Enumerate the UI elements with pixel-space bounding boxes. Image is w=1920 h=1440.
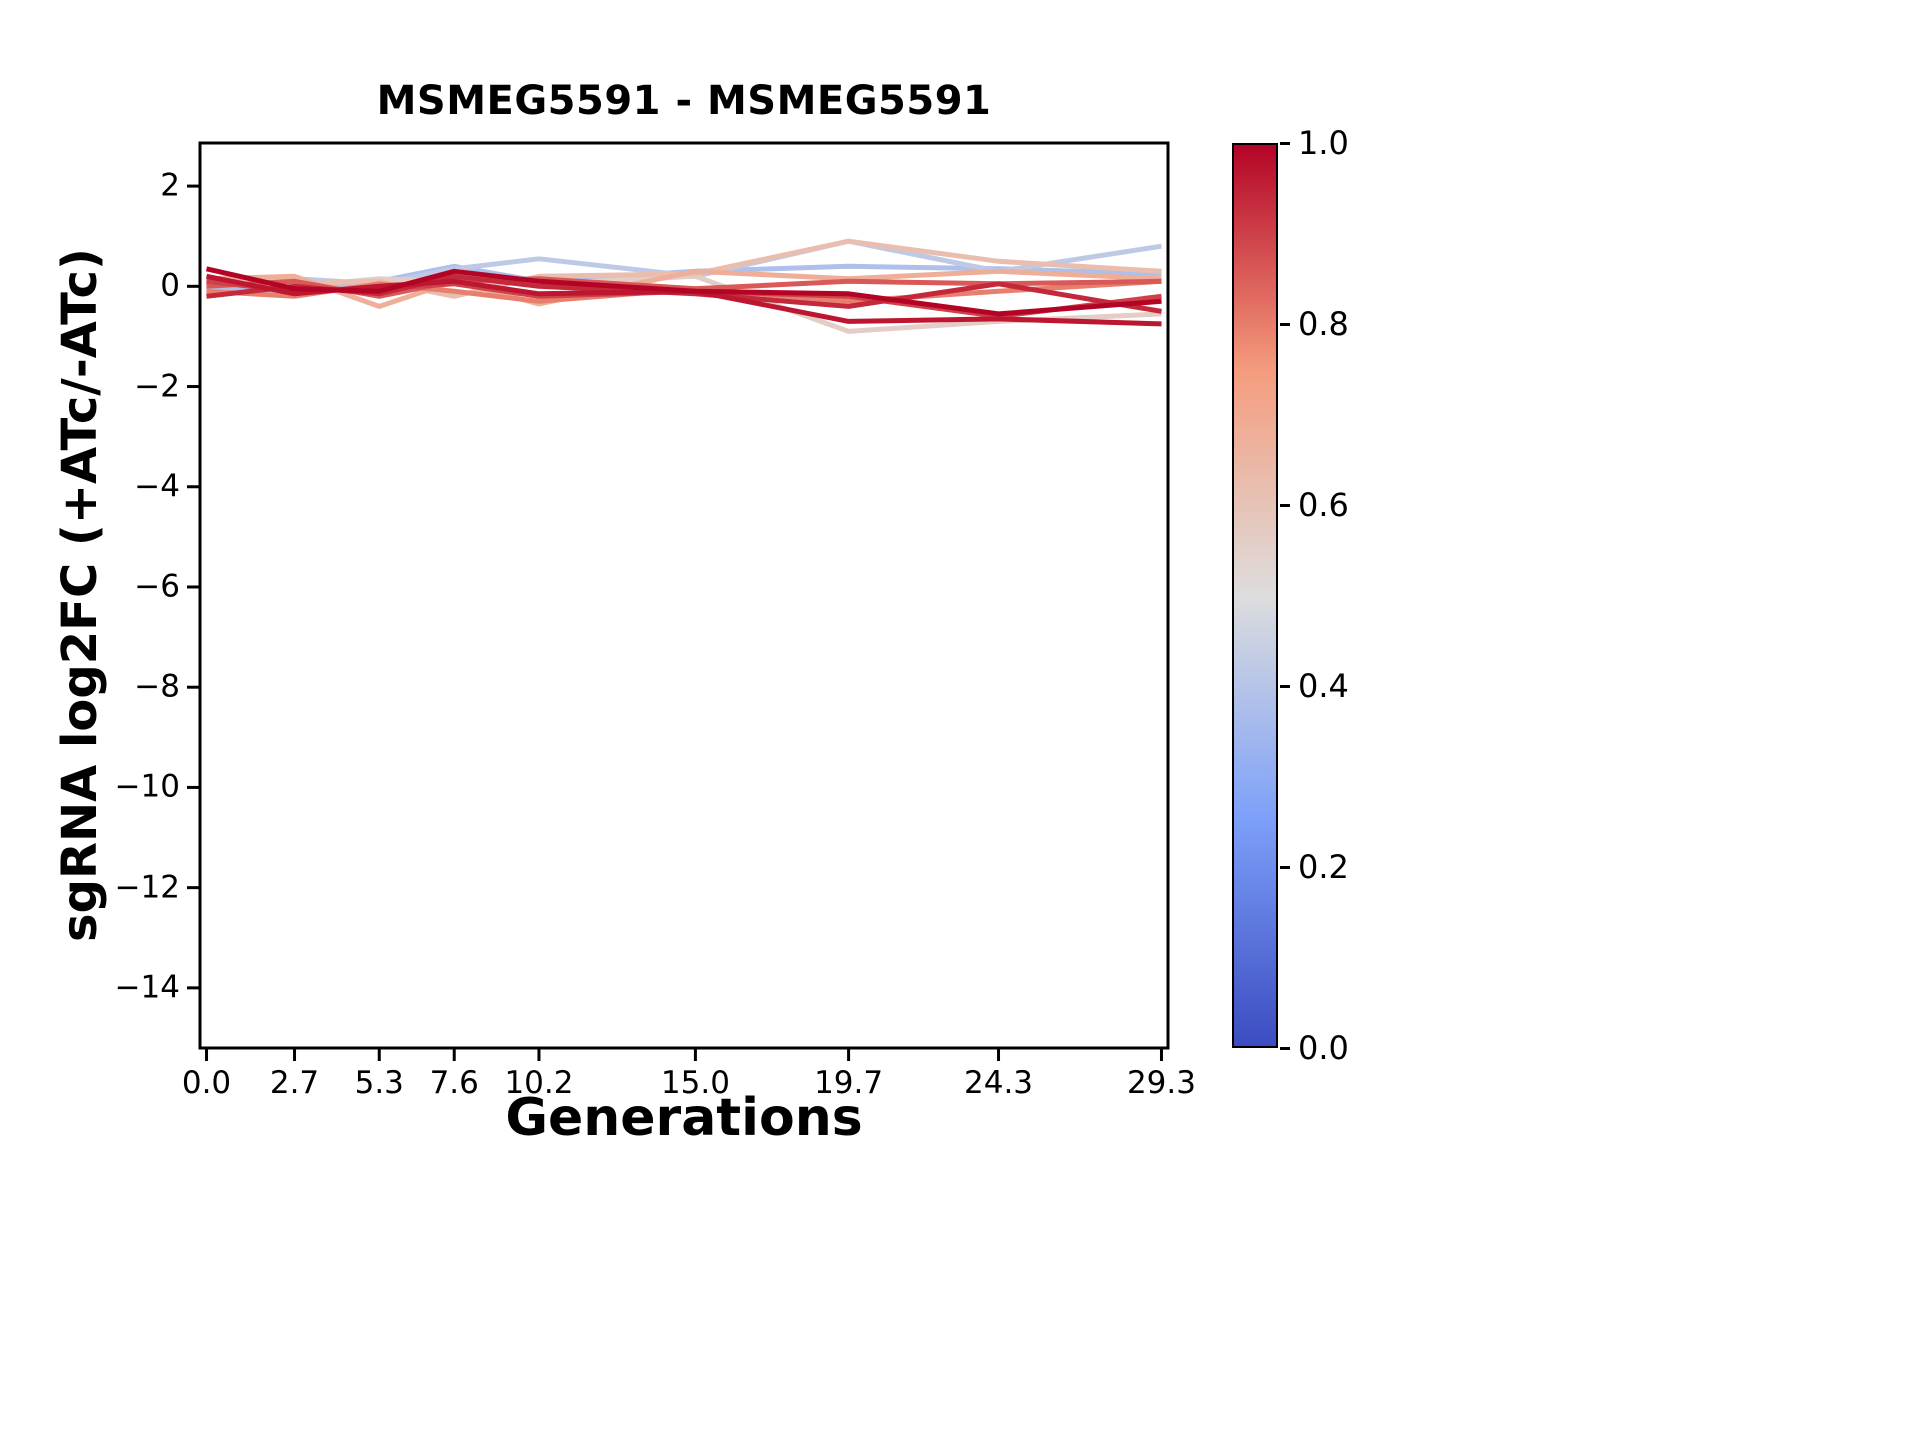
colorbar-tick-label: 0.4 [1298,667,1349,705]
series-line-sgRNA-8 [206,238,1162,299]
colorbar-tick-label: 0.0 [1298,1029,1349,1067]
x-tick-label: 2.7 [269,1065,320,1101]
y-tick-label: −10 [114,768,180,805]
plot-frame [198,141,1170,1050]
x-tick-label: 29.3 [1126,1065,1196,1101]
x-tick-label: 5.3 [354,1065,404,1101]
y-tick-label: −6 [134,568,180,605]
plot-area [187,141,1170,1061]
x-tick-label: 19.7 [814,1065,884,1101]
colorbar-tick-mark [1280,684,1290,688]
colorbar-tick-label: 0.8 [1298,305,1349,343]
colorbar [1232,143,1278,1048]
plot-canvas [187,141,1170,1061]
y-tick-label: −8 [134,668,180,705]
y-tick-label: 0 [160,267,180,304]
y-tick-label: −4 [134,468,180,505]
x-tick-label: 7.6 [429,1065,479,1101]
x-tick-label: 24.3 [964,1065,1034,1101]
colorbar-tick-mark [1280,322,1290,326]
series-line-sgRNA-1 [205,266,1162,317]
colorbar-tick-mark [1280,141,1290,145]
y-tick-label: 2 [160,167,180,204]
y-tick-label: −12 [114,869,180,906]
colorbar-tick-label: 0.6 [1298,486,1349,524]
y-tick-label: −14 [114,969,180,1006]
chart-title: MSMEG5591 - MSMEG5591 [376,78,992,124]
colorbar-tick-mark [1280,503,1290,507]
colorbar-tick-mark [1280,865,1290,869]
colorbar-tick-label: 1.0 [1298,124,1349,162]
x-axis-label: Generations [505,1088,863,1148]
colorbar-tick-mark [1280,1046,1290,1050]
colorbar-tick-label: 0.2 [1298,848,1349,886]
x-tick-label: 0.0 [181,1065,232,1101]
y-tick-label: −2 [134,368,180,405]
x-tick-label: 15.0 [660,1065,730,1101]
x-tick-label: 10.2 [504,1065,574,1101]
